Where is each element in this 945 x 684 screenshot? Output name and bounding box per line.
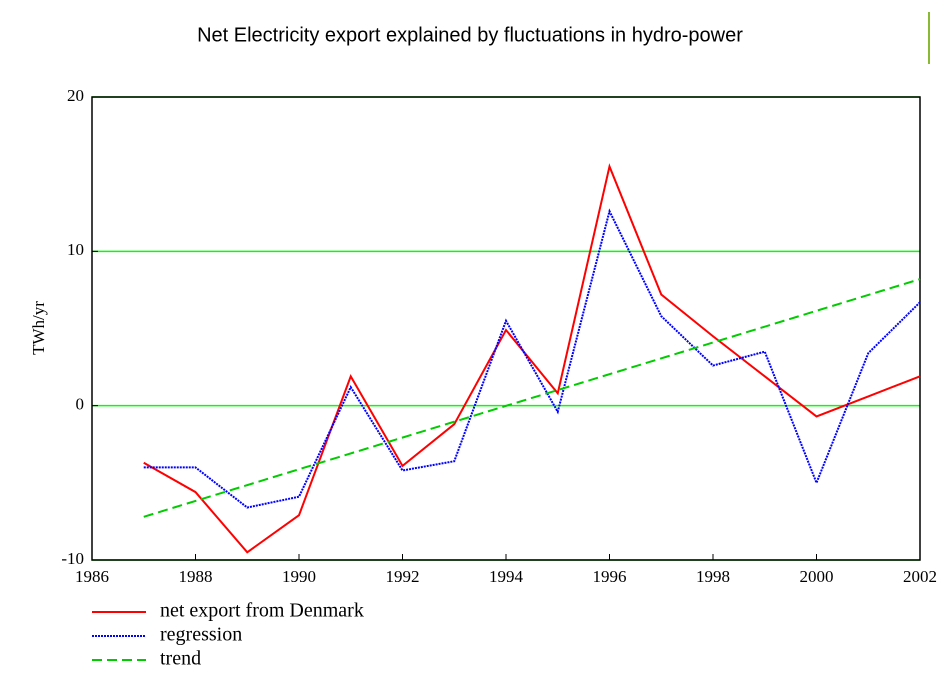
x-tick-label: 2000 (800, 567, 834, 586)
x-tick-label: 1992 (386, 567, 420, 586)
chart-title: Net Electricity export explained by fluc… (197, 24, 743, 46)
y-axis-label: TWh/yr (29, 301, 48, 355)
legend-label: regression (160, 624, 242, 646)
y-tick-label: 10 (67, 240, 84, 259)
y-tick-label: 20 (67, 86, 84, 105)
legend-label: net export from Denmark (160, 600, 364, 622)
x-tick-label: 2002 (903, 567, 937, 586)
legend-label: trend (160, 648, 201, 670)
x-tick-label: 1986 (75, 567, 109, 586)
data-line (143, 208, 921, 509)
y-tick-label: -10 (61, 549, 84, 568)
y-tick-label: 0 (76, 395, 85, 414)
data-line (143, 278, 921, 518)
x-tick-label: 1994 (489, 567, 524, 586)
x-tick-label: 1990 (282, 567, 316, 586)
x-tick-label: 1988 (179, 567, 213, 586)
x-tick-label: 1998 (696, 567, 730, 586)
plot-frame (91, 96, 921, 561)
decoration (928, 12, 930, 64)
x-tick-label: 1996 (593, 567, 627, 586)
data-line (143, 163, 921, 554)
